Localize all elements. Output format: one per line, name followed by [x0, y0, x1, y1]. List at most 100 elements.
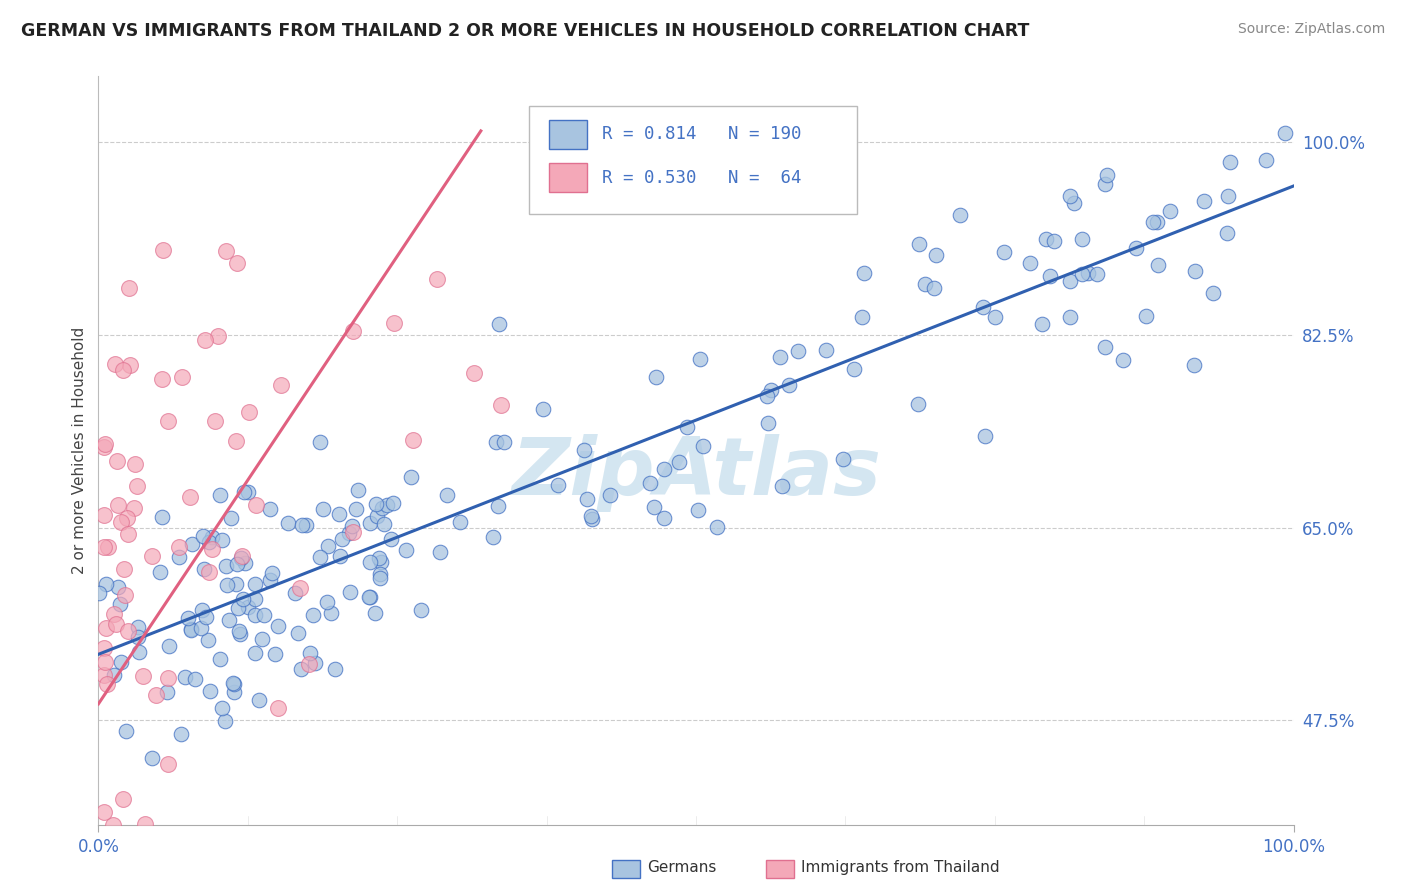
- Point: [105, 617, 128, 632]
- Point: [778, 377, 800, 392]
- Point: [226, 600, 249, 615]
- Point: [359, 591, 381, 605]
- Point: [832, 451, 855, 466]
- Point: [194, 333, 217, 347]
- Point: [232, 485, 254, 500]
- Point: [97, 541, 120, 555]
- Point: [382, 495, 405, 509]
- Point: [134, 817, 156, 831]
- Point: [231, 549, 253, 563]
- Point: [114, 588, 136, 602]
- Point: [156, 756, 179, 771]
- Point: [316, 539, 339, 553]
- Point: [107, 580, 129, 594]
- Point: [366, 509, 388, 524]
- Point: [668, 455, 690, 469]
- Point: [299, 646, 322, 660]
- Point: [409, 602, 432, 616]
- Point: [264, 647, 287, 661]
- Point: [399, 470, 422, 484]
- Point: [770, 479, 793, 493]
- Point: [117, 624, 139, 638]
- Point: [125, 479, 148, 493]
- Point: [652, 510, 675, 524]
- Point: [688, 503, 710, 517]
- Point: [219, 511, 242, 525]
- Point: [1043, 234, 1066, 248]
- Point: [368, 550, 391, 565]
- Point: [252, 632, 274, 647]
- FancyBboxPatch shape: [529, 106, 858, 214]
- Point: [787, 344, 810, 359]
- Point: [344, 501, 367, 516]
- Point: [101, 818, 124, 832]
- Point: [124, 457, 146, 471]
- Point: [436, 488, 458, 502]
- Point: [853, 266, 876, 280]
- Point: [253, 607, 276, 622]
- Point: [173, 670, 195, 684]
- Point: [1059, 310, 1081, 325]
- Point: [484, 434, 506, 449]
- Point: [342, 324, 364, 338]
- Point: [347, 483, 370, 498]
- Point: [290, 662, 312, 676]
- Point: [1077, 266, 1099, 280]
- Point: [132, 669, 155, 683]
- Point: [170, 727, 193, 741]
- Point: [150, 509, 173, 524]
- Point: [215, 558, 238, 573]
- Point: [914, 277, 936, 292]
- Point: [531, 402, 554, 417]
- Point: [179, 490, 201, 504]
- Point: [340, 519, 363, 533]
- Point: [141, 549, 163, 563]
- Point: [1202, 286, 1225, 301]
- Point: [925, 248, 948, 262]
- Point: [692, 439, 714, 453]
- Point: [342, 525, 364, 540]
- Point: [973, 428, 995, 442]
- Point: [180, 622, 202, 636]
- Point: [262, 566, 284, 580]
- Point: [1094, 178, 1116, 192]
- Point: [287, 626, 309, 640]
- Point: [382, 316, 405, 330]
- Point: [180, 623, 202, 637]
- Point: [1019, 255, 1042, 269]
- Point: [643, 500, 665, 514]
- Point: [359, 516, 381, 530]
- Point: [375, 499, 398, 513]
- Point: [94, 655, 117, 669]
- Point: [1031, 317, 1053, 331]
- Point: [194, 609, 217, 624]
- Point: [1085, 267, 1108, 281]
- Point: [93, 508, 115, 522]
- Point: [110, 655, 132, 669]
- Point: [191, 603, 214, 617]
- Point: [295, 518, 318, 533]
- Point: [339, 584, 361, 599]
- Point: [204, 414, 226, 428]
- Point: [328, 507, 350, 521]
- Point: [94, 577, 117, 591]
- Point: [226, 255, 249, 269]
- Point: [267, 701, 290, 715]
- Point: [247, 693, 270, 707]
- Point: [907, 237, 929, 252]
- Point: [270, 378, 292, 392]
- Point: [337, 525, 360, 540]
- Point: [308, 435, 330, 450]
- Point: [228, 626, 250, 640]
- Point: [207, 329, 229, 343]
- Point: [547, 477, 569, 491]
- Point: [96, 622, 118, 636]
- Point: [288, 581, 311, 595]
- Point: [675, 419, 697, 434]
- Point: [152, 243, 174, 257]
- Point: [149, 565, 172, 579]
- Point: [225, 577, 247, 591]
- Point: [177, 611, 200, 625]
- Point: [302, 608, 325, 623]
- Point: [1218, 189, 1240, 203]
